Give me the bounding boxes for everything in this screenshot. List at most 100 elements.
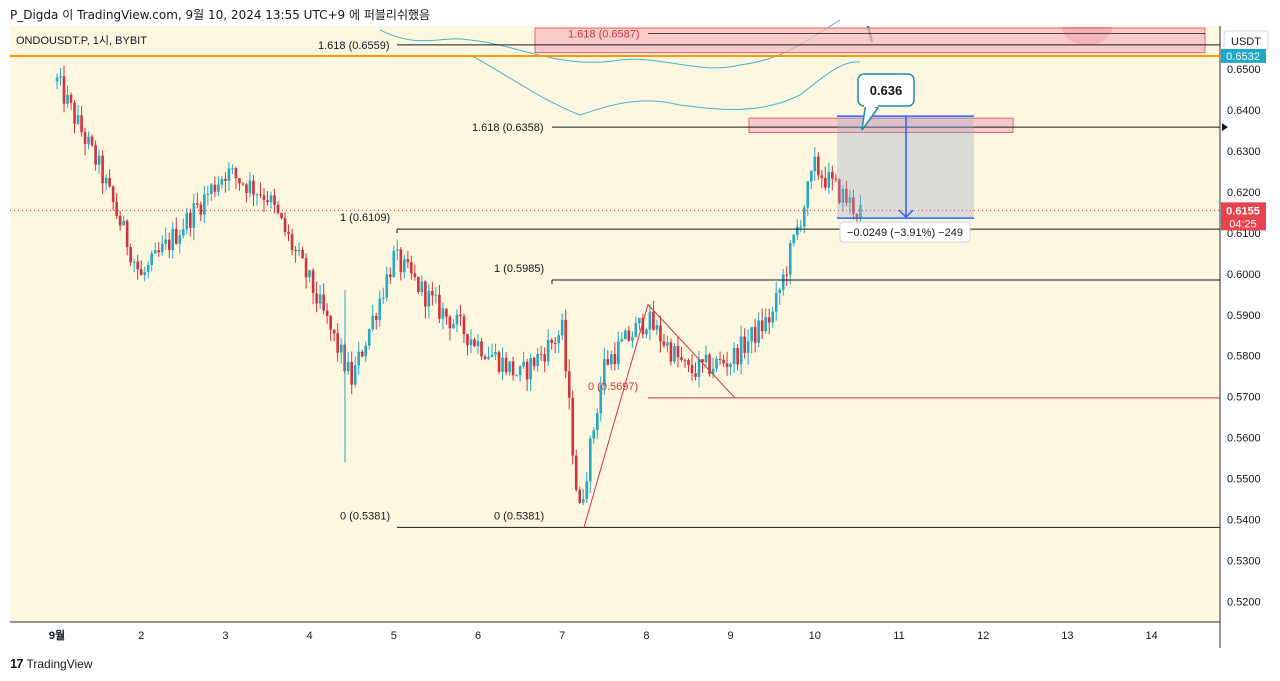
candle-body <box>595 413 599 431</box>
candle-body <box>522 361 525 367</box>
candle-body <box>620 339 624 342</box>
candle-body <box>585 481 589 500</box>
y-tick-label: 0.5600 <box>1227 433 1261 445</box>
candle-body <box>560 319 564 336</box>
candle-body <box>224 178 227 181</box>
candle-body <box>834 178 838 180</box>
candle-body <box>845 188 848 203</box>
candle-body <box>574 455 578 490</box>
candle-body <box>490 354 494 357</box>
candle-body <box>396 249 399 251</box>
candle-body <box>157 250 161 253</box>
pattern-triangle <box>583 303 736 528</box>
x-tick-label: 10 <box>809 630 821 642</box>
candle-body <box>206 193 210 195</box>
candle-body <box>353 365 357 385</box>
candle-body <box>452 324 455 329</box>
candle-body <box>680 357 683 360</box>
candle-body <box>736 348 739 365</box>
candle-body <box>567 371 571 398</box>
candle-body <box>420 281 424 292</box>
candle-body <box>62 76 66 104</box>
candle-body <box>189 212 192 228</box>
candle-body <box>767 317 771 323</box>
candle-body <box>381 297 385 299</box>
candle-body <box>539 353 543 355</box>
candle-body <box>322 294 325 311</box>
candle-body <box>427 290 431 307</box>
candle-body <box>59 76 62 78</box>
candle-body <box>504 357 508 373</box>
candle-body <box>588 438 592 482</box>
candle-body <box>199 204 203 215</box>
candle-body <box>174 229 178 244</box>
candle-body <box>792 234 796 244</box>
candle-body <box>683 359 687 361</box>
candle-body <box>722 359 725 364</box>
y-tick-label: 0.5900 <box>1227 310 1261 322</box>
candle-body <box>652 311 655 330</box>
callout-label: 0.636 <box>870 83 903 98</box>
candle-body <box>746 341 750 353</box>
x-tick-label: 4 <box>307 630 313 642</box>
candle-body <box>638 318 641 324</box>
candle-body <box>532 358 536 367</box>
candle-body <box>557 335 560 344</box>
candle-body <box>410 262 413 274</box>
candle-body <box>329 316 332 330</box>
candle-body <box>66 94 69 104</box>
candle-body <box>118 215 122 226</box>
candle-body <box>838 179 841 203</box>
candle-body <box>476 341 480 347</box>
candle-body <box>774 292 778 312</box>
price-axis-area <box>1220 26 1280 622</box>
candle-body <box>269 195 273 203</box>
y-tick-label: 0.5500 <box>1227 474 1261 486</box>
candle-body <box>374 315 378 320</box>
candle-body <box>487 356 490 359</box>
candle-body <box>185 212 189 230</box>
x-tick-label: 9 <box>728 630 734 642</box>
candle-body <box>129 247 132 263</box>
candle-body <box>690 365 694 374</box>
x-tick-label: 6 <box>475 630 481 642</box>
candle-body <box>438 294 441 319</box>
x-tick-label: 5 <box>391 630 397 642</box>
candle-body <box>417 277 420 292</box>
candle-body <box>308 270 311 278</box>
candle-body <box>259 194 262 196</box>
y-tick-label: 0.6200 <box>1227 187 1261 199</box>
candle-body <box>704 354 708 363</box>
candle-body <box>841 188 845 203</box>
candle-body <box>160 243 164 253</box>
candle-body <box>817 156 820 176</box>
candle-body <box>445 308 448 317</box>
candle-body <box>315 293 318 304</box>
candle-body <box>434 294 438 296</box>
candle-body <box>781 274 785 290</box>
candle-body <box>631 337 634 341</box>
candle-body <box>459 314 462 317</box>
fib-label: 1.618 (0.6559) <box>318 40 390 52</box>
candle-body <box>497 352 501 372</box>
candle-body <box>676 345 680 358</box>
candle-body <box>697 359 701 378</box>
candle-body <box>248 180 252 194</box>
candle-body <box>662 341 666 346</box>
candle-body <box>283 218 287 232</box>
footer-brand: 17 TradingView <box>10 656 93 671</box>
resistance-zone-lower <box>748 117 1014 134</box>
candle-body <box>515 375 518 377</box>
candle-body <box>564 319 568 372</box>
candle-body <box>659 325 662 342</box>
candle-body <box>466 334 469 346</box>
candle-body <box>613 353 617 365</box>
candle-body <box>55 77 59 82</box>
candle-body <box>831 172 834 179</box>
candle-body <box>543 354 546 362</box>
candle-body <box>599 385 603 414</box>
candle-body <box>266 200 269 203</box>
candle-body <box>245 184 248 194</box>
